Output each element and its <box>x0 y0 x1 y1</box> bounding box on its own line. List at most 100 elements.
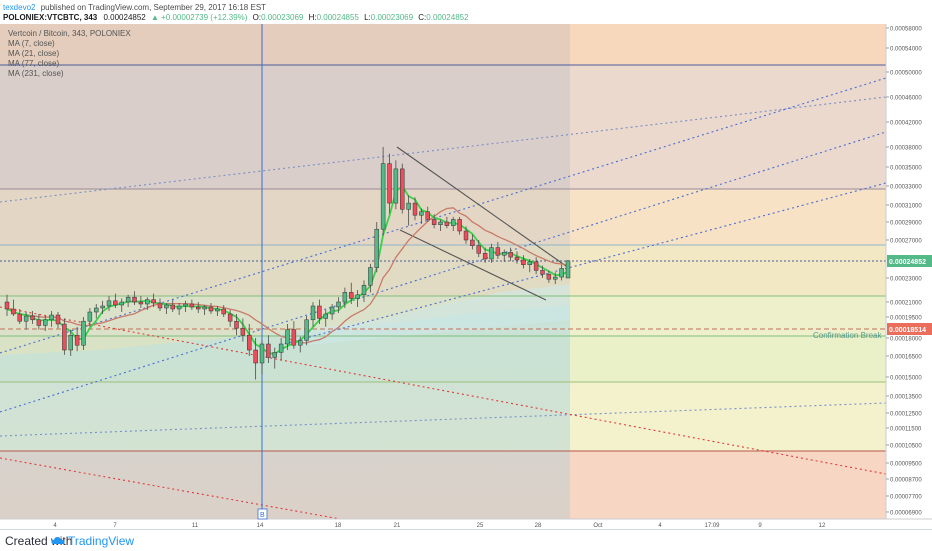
candle <box>202 305 207 315</box>
candle <box>393 160 399 210</box>
candle-body <box>495 247 501 256</box>
price-tick-label: 0.00050000 <box>890 71 922 77</box>
candle-body <box>559 268 564 278</box>
candle <box>132 291 137 305</box>
legend-ma-7[interactable]: MA (7, close) <box>8 39 55 48</box>
time-tick-label: 17:09 <box>704 523 720 529</box>
candle <box>170 299 175 312</box>
candle-body <box>521 259 526 265</box>
candle-body <box>170 304 175 310</box>
candle <box>514 251 520 264</box>
candle-body <box>17 313 22 322</box>
time-tick-label: 12 <box>819 523 826 529</box>
candle-body <box>151 299 156 304</box>
candle-body <box>419 211 424 216</box>
candle <box>87 308 93 327</box>
candle-body <box>43 319 48 326</box>
price-tick-label: 0.00033000 <box>890 185 922 191</box>
open-label: O: <box>253 13 261 22</box>
candle-body <box>565 260 571 279</box>
candle-body <box>463 230 469 241</box>
price-axis[interactable] <box>886 24 932 519</box>
price-tick-label: 0.00021000 <box>890 301 922 307</box>
current-price-tag <box>887 255 932 267</box>
candle-body <box>533 261 539 271</box>
candles-layer <box>4 147 571 380</box>
candle <box>62 318 67 355</box>
candle-body <box>476 245 481 254</box>
legend-ma-77[interactable]: MA (77, close) <box>8 59 59 68</box>
candle-body <box>272 352 277 358</box>
candle-body <box>329 306 335 315</box>
candle <box>342 287 348 308</box>
candle <box>43 316 48 331</box>
candle-body <box>285 329 290 345</box>
candle <box>4 294 10 316</box>
tradingview-brand-link[interactable]: TradingView <box>68 534 135 548</box>
candle <box>215 306 220 316</box>
candle-body <box>514 256 520 261</box>
candle <box>221 305 226 317</box>
price-chart[interactable]: 0.00058000 0.00054000 0.00050000 0.00046000… <box>0 0 932 529</box>
candle <box>380 147 386 236</box>
candle-body <box>304 319 309 341</box>
time-tick-label: 18 <box>335 523 342 529</box>
candle-body <box>87 311 93 322</box>
time-axis[interactable] <box>0 519 886 529</box>
candle <box>476 240 481 258</box>
price-tick-label: 0.00019500 <box>890 316 922 322</box>
candle <box>17 309 22 324</box>
candle-body <box>30 315 35 321</box>
candle-body <box>342 292 348 303</box>
candle-body <box>202 306 207 310</box>
candle <box>234 314 239 336</box>
candle-body <box>291 329 297 346</box>
candle-body <box>119 301 124 306</box>
price-tick-label: 0.00006900 <box>890 511 922 517</box>
candle <box>406 195 411 226</box>
candle <box>81 317 86 350</box>
candle-body <box>310 305 316 321</box>
candle <box>119 298 124 312</box>
candle <box>138 296 144 308</box>
candle-body <box>81 320 86 346</box>
candle-body <box>361 284 367 296</box>
candle-body <box>208 306 214 312</box>
candle <box>240 318 246 342</box>
time-tick-label: 25 <box>477 523 484 529</box>
candle <box>559 264 564 281</box>
candle <box>565 259 571 279</box>
header-bar <box>0 0 932 24</box>
candle-body <box>400 168 405 210</box>
trend-lines <box>0 77 887 520</box>
candle-body <box>106 300 112 307</box>
candle-body <box>317 305 322 319</box>
candle <box>329 304 335 320</box>
price-tick-label: 0.00018000 <box>890 337 922 343</box>
candle-body <box>189 303 195 308</box>
legend-ma-21[interactable]: MA (21, close) <box>8 49 59 58</box>
author-link[interactable]: texdevo2 <box>3 3 36 12</box>
close-label: C: <box>418 13 426 22</box>
candle <box>106 296 112 311</box>
candle <box>444 216 450 229</box>
candle-body <box>374 228 379 268</box>
candle <box>68 329 73 356</box>
symbol-label: POLONIEX:VTCBTC, 343 <box>3 13 98 22</box>
candle-body <box>74 334 80 346</box>
legend-ma-231[interactable]: MA (231, close) <box>8 69 64 78</box>
candle <box>310 302 316 327</box>
candle-body <box>132 296 137 303</box>
candle <box>355 290 360 307</box>
candle <box>438 219 443 231</box>
price-tick-label: 0.00046000 <box>890 96 922 102</box>
candle-body <box>94 307 99 313</box>
candle-body <box>183 303 188 307</box>
candle-body <box>138 301 144 305</box>
candle-body <box>227 313 233 322</box>
candle-body <box>489 247 494 260</box>
candle <box>470 234 475 250</box>
candle <box>227 310 233 327</box>
candle-body <box>234 320 239 329</box>
candle-body <box>247 334 252 351</box>
